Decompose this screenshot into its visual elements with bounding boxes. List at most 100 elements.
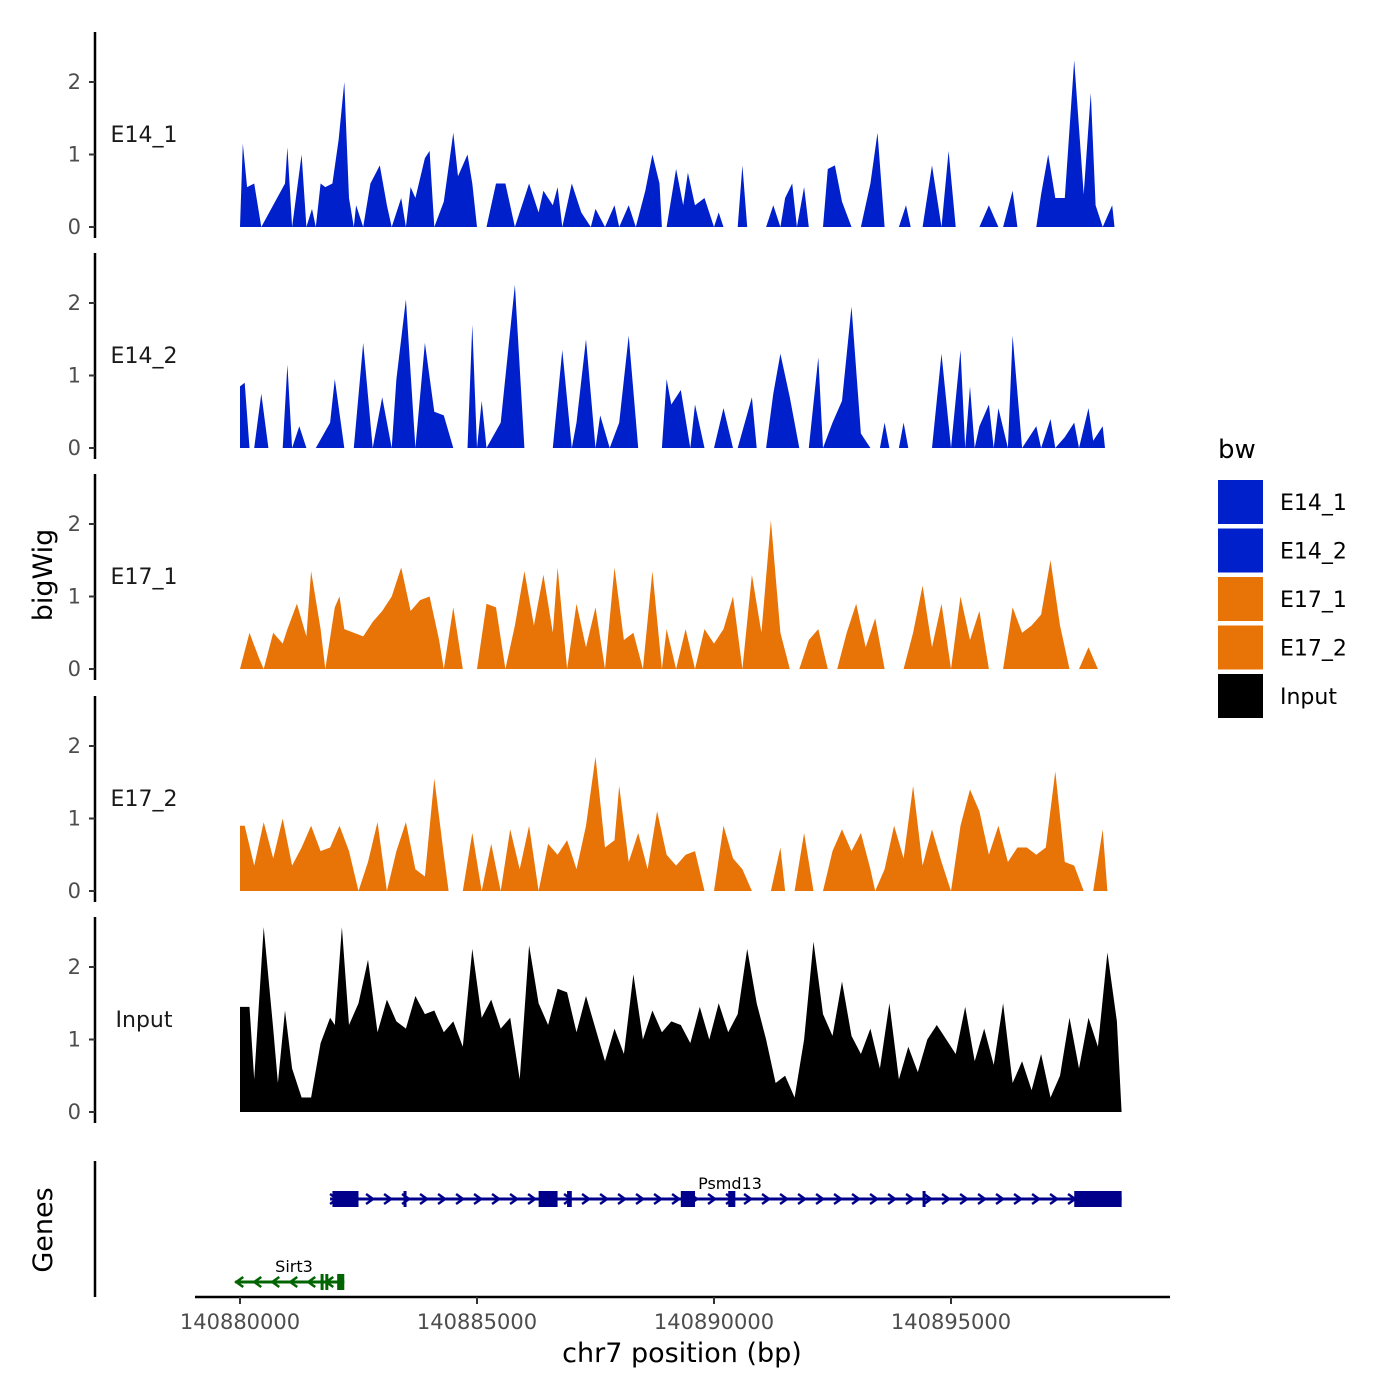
- signal-area-E17_2: [240, 756, 1108, 891]
- signal-area-E14_1: [240, 60, 1115, 227]
- legend-key-E17_2: [1218, 625, 1263, 670]
- panel-E17_2: 0 1 2 E17_2: [68, 696, 1108, 903]
- signal-area-Input: [240, 927, 1122, 1112]
- strand-arrow: [851, 1192, 862, 1206]
- legend-label-E17_2: E17_2: [1280, 637, 1347, 662]
- strand-arrow: [833, 1192, 844, 1206]
- strand-arrow: [1049, 1192, 1060, 1206]
- strand-arrow: [779, 1192, 790, 1206]
- strand-arrow: [581, 1192, 592, 1206]
- track-label-E17_2: E17_2: [111, 787, 178, 812]
- exon: [538, 1191, 558, 1207]
- strand-arrow: [1013, 1192, 1024, 1206]
- strand-arrow: [959, 1192, 970, 1206]
- track-label-E14_1: E14_1: [111, 123, 178, 148]
- strand-arrow: [270, 1275, 280, 1289]
- y-tick-label: 1: [68, 807, 81, 831]
- genes-panel: Psmd13 Sirt3: [93, 1161, 1122, 1297]
- x-tick-label: 140880000: [180, 1310, 300, 1334]
- y-tick-label: 1: [68, 1028, 81, 1052]
- y-tick-label: 2: [68, 70, 81, 94]
- strand-arrow: [869, 1192, 880, 1206]
- strand-arrow: [419, 1192, 430, 1206]
- strand-arrow: [635, 1192, 646, 1206]
- genes-axis-title: Genes: [28, 1187, 59, 1272]
- strand-arrow: [437, 1192, 448, 1206]
- y-tick-label: 2: [68, 512, 81, 536]
- y-tick-label: 0: [68, 215, 81, 239]
- y-tick-label: 0: [68, 1100, 81, 1124]
- strand-arrow: [617, 1192, 628, 1206]
- strand-arrow: [707, 1192, 718, 1206]
- track-label-Input: Input: [116, 1008, 173, 1033]
- legend-key-E14_2: [1218, 528, 1263, 573]
- strand-arrow: [995, 1192, 1006, 1206]
- y-axis-title: bigWig: [28, 529, 59, 622]
- y-tick-label: 1: [68, 143, 81, 167]
- signal-area-E14_2: [240, 284, 1105, 448]
- panel-E14_1: 0 1 2 E14_1: [68, 32, 1115, 239]
- y-tick-label: 2: [68, 291, 81, 315]
- strand-arrow: [288, 1275, 298, 1289]
- strand-arrow: [306, 1275, 316, 1289]
- strand-arrow: [527, 1192, 538, 1206]
- strand-arrow: [941, 1192, 952, 1206]
- y-tick-label: 0: [68, 879, 81, 903]
- gene-Sirt3: Sirt3: [234, 1257, 345, 1290]
- strand-arrow: [797, 1192, 808, 1206]
- y-tick-label: 2: [68, 734, 81, 758]
- track-label-E14_2: E14_2: [111, 344, 178, 369]
- strand-arrow: [1031, 1192, 1042, 1206]
- legend-key-E17_1: [1218, 577, 1263, 621]
- strand-arrow: [383, 1192, 394, 1206]
- exon: [567, 1191, 572, 1207]
- exon: [332, 1191, 359, 1207]
- legend-key-Input: [1218, 674, 1263, 718]
- legend-label-E14_2: E14_2: [1280, 540, 1347, 565]
- exon: [403, 1191, 407, 1207]
- exon: [680, 1191, 696, 1207]
- x-tick-label: 140890000: [654, 1310, 774, 1334]
- panel-E17_1: 0 1 2 E17_1: [68, 474, 1098, 681]
- y-tick-label: 0: [68, 657, 81, 681]
- strand-arrow: [761, 1192, 772, 1206]
- strand-arrow: [455, 1192, 466, 1206]
- panel-Input: 0 1 2 Input: [68, 917, 1122, 1124]
- y-tick-label: 1: [68, 585, 81, 609]
- x-tick-label: 140885000: [417, 1310, 537, 1334]
- strand-arrow: [743, 1192, 754, 1206]
- strand-arrow: [815, 1192, 826, 1206]
- legend-key-E14_1: [1218, 480, 1263, 524]
- x-axis-title: chr7 position (bp): [562, 1338, 802, 1369]
- legend-label-E17_1: E17_1: [1280, 588, 1347, 613]
- strand-arrow: [905, 1192, 916, 1206]
- y-tick-label: 1: [68, 364, 81, 388]
- legend-label-Input: Input: [1280, 685, 1337, 710]
- strand-arrow: [977, 1192, 988, 1206]
- gene-Psmd13: Psmd13: [329, 1174, 1122, 1207]
- exon: [320, 1274, 324, 1290]
- signal-area-E17_1: [240, 520, 1098, 669]
- x-tick-label: 140895000: [891, 1310, 1011, 1334]
- exon: [325, 1274, 329, 1290]
- strand-arrow: [252, 1275, 262, 1289]
- exon: [922, 1191, 926, 1207]
- exon: [1074, 1191, 1122, 1207]
- bigwig-panels: 0 1 2 E14_1 0 1 2 E14_2 0 1 2 E17_1 0 1 2 E17_2 0 1 2 Input: [68, 32, 1122, 1124]
- strand-arrow: [234, 1275, 244, 1289]
- strand-arrow: [599, 1192, 610, 1206]
- y-tick-label: 2: [68, 955, 81, 979]
- panel-E14_2: 0 1 2 E14_2: [68, 253, 1105, 460]
- exon: [337, 1274, 345, 1290]
- legend-label-E14_1: E14_1: [1280, 491, 1347, 516]
- strand-arrow: [473, 1192, 484, 1206]
- legend: bw E14_1 E14_2 E17_1 E17_2 Input: [1218, 435, 1347, 718]
- strand-arrow: [671, 1192, 682, 1206]
- track-label-E17_1: E17_1: [111, 565, 178, 590]
- gene-label-Psmd13: Psmd13: [698, 1174, 762, 1193]
- gene-label-Sirt3: Sirt3: [275, 1257, 313, 1276]
- x-axis: 140880000 140885000 140890000 140895000: [180, 1295, 1170, 1334]
- strand-arrow: [491, 1192, 502, 1206]
- strand-arrow: [653, 1192, 664, 1206]
